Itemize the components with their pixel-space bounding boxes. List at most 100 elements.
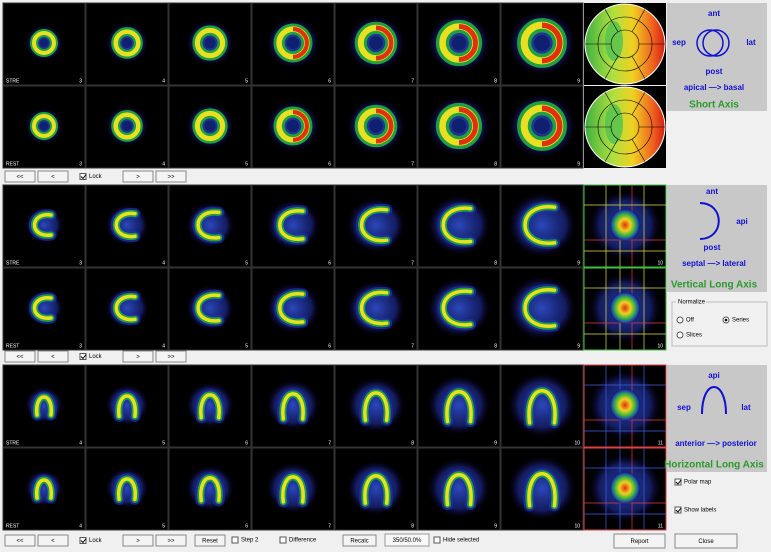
button-face[interactable] [122,534,154,547]
diagram-label: sep [677,403,691,412]
diagram-label: api [708,371,720,380]
button-face[interactable] [4,350,36,363]
button[interactable]: > [122,534,154,547]
button-label[interactable]: > [136,539,140,545]
button-label[interactable]: Report [630,539,648,545]
button-label[interactable]: < [51,539,55,545]
button-label[interactable]: << [16,355,24,361]
slice-panel: 9 [500,85,584,169]
slice-number: 7 [411,161,414,167]
checkbox[interactable] [279,536,287,544]
radio[interactable] [676,331,684,339]
button[interactable]: Report [613,533,666,549]
checkbox[interactable] [433,536,441,544]
button[interactable]: << [4,534,36,547]
blob [609,291,641,325]
radio-label[interactable]: Series [732,318,749,324]
button[interactable]: Recalc [342,534,377,547]
checkbox-label[interactable]: Lock [89,174,103,180]
checkbox-label[interactable]: Difference [289,538,317,544]
glow [186,382,234,428]
uptake [527,472,557,508]
button-face[interactable] [4,170,36,183]
button[interactable]: >> [155,534,187,547]
button-face[interactable] [155,170,187,183]
slice-panel: 8 [417,2,501,86]
uptake [281,475,305,504]
radio[interactable] [676,316,684,324]
button[interactable]: < [37,170,69,183]
slice-panel: 9 [500,184,584,268]
slice-number: 9 [577,78,580,84]
button-face[interactable] [674,533,738,549]
button-label[interactable]: >> [167,539,175,545]
button[interactable]: > [122,170,154,183]
checkbox[interactable] [674,506,682,514]
row-label: STRE [6,78,20,84]
checkbox[interactable] [79,537,87,544]
button[interactable]: > [122,350,154,363]
button-face[interactable] [613,533,666,549]
uptake [199,476,221,503]
button[interactable]: < [37,534,69,547]
polar-seg [604,55,619,79]
diagram-shape [701,386,727,415]
uptake [441,206,473,244]
button-label[interactable]: Reset [202,539,218,545]
checkbox-label[interactable]: Hide selected [443,538,479,544]
button[interactable]: >> [155,350,187,363]
button-face[interactable] [122,170,154,183]
button-label[interactable]: << [16,539,24,545]
checkbox-label[interactable]: Lock [89,538,103,544]
radio-label[interactable]: Off [686,318,694,324]
slice-panel: 4 [85,184,169,268]
uptake [35,478,53,500]
button[interactable]: << [4,350,36,363]
polar-seg [604,138,619,162]
slice-panel: 9 [500,2,584,86]
slice-panel: 8 [334,447,418,531]
radio-label[interactable]: Slices [686,333,702,339]
button-label[interactable]: Recalc [350,539,368,545]
button[interactable]: Reset [194,534,226,547]
button-label[interactable]: > [136,355,140,361]
button-face[interactable] [194,534,226,547]
checkbox[interactable] [79,173,87,180]
button-face[interactable] [342,534,377,547]
panel-bg [2,267,86,351]
button[interactable]: << [4,170,36,183]
button-label[interactable]: < [51,175,55,181]
button-label[interactable]: > [136,175,140,181]
checkbox[interactable] [231,536,239,544]
button-face[interactable] [37,534,69,547]
button-face[interactable] [4,534,36,547]
checkbox[interactable] [79,353,87,360]
checkbox-label[interactable]: Polar map [684,480,712,486]
button-face[interactable] [155,534,187,547]
button-label[interactable]: << [16,175,24,181]
button[interactable]: Close [674,533,738,549]
button-label[interactable]: >> [167,175,175,181]
button-face[interactable] [155,350,187,363]
button-face[interactable] [37,350,69,363]
button-face[interactable] [122,350,154,363]
button-face[interactable] [37,170,69,183]
slice-number: 8 [494,161,497,167]
checkbox-label[interactable]: Step 2 [241,538,259,544]
button[interactable]: >> [155,170,187,183]
slice-panel: 9 [500,267,584,351]
slice-panel: 7 [251,447,335,531]
checkbox-label[interactable]: Lock [89,354,103,360]
radio-dot [724,318,728,322]
hot [458,107,478,145]
button[interactable]: < [37,350,69,363]
cavity [204,120,216,132]
polar-low [605,21,623,61]
button-label[interactable]: < [51,355,55,361]
button-label[interactable]: >> [167,355,175,361]
checkbox[interactable] [674,478,682,486]
hot [541,22,563,64]
button-label[interactable]: Close [698,539,714,545]
slice-panel: REST 4 [2,447,86,531]
checkbox-label[interactable]: Show labels [684,508,716,514]
